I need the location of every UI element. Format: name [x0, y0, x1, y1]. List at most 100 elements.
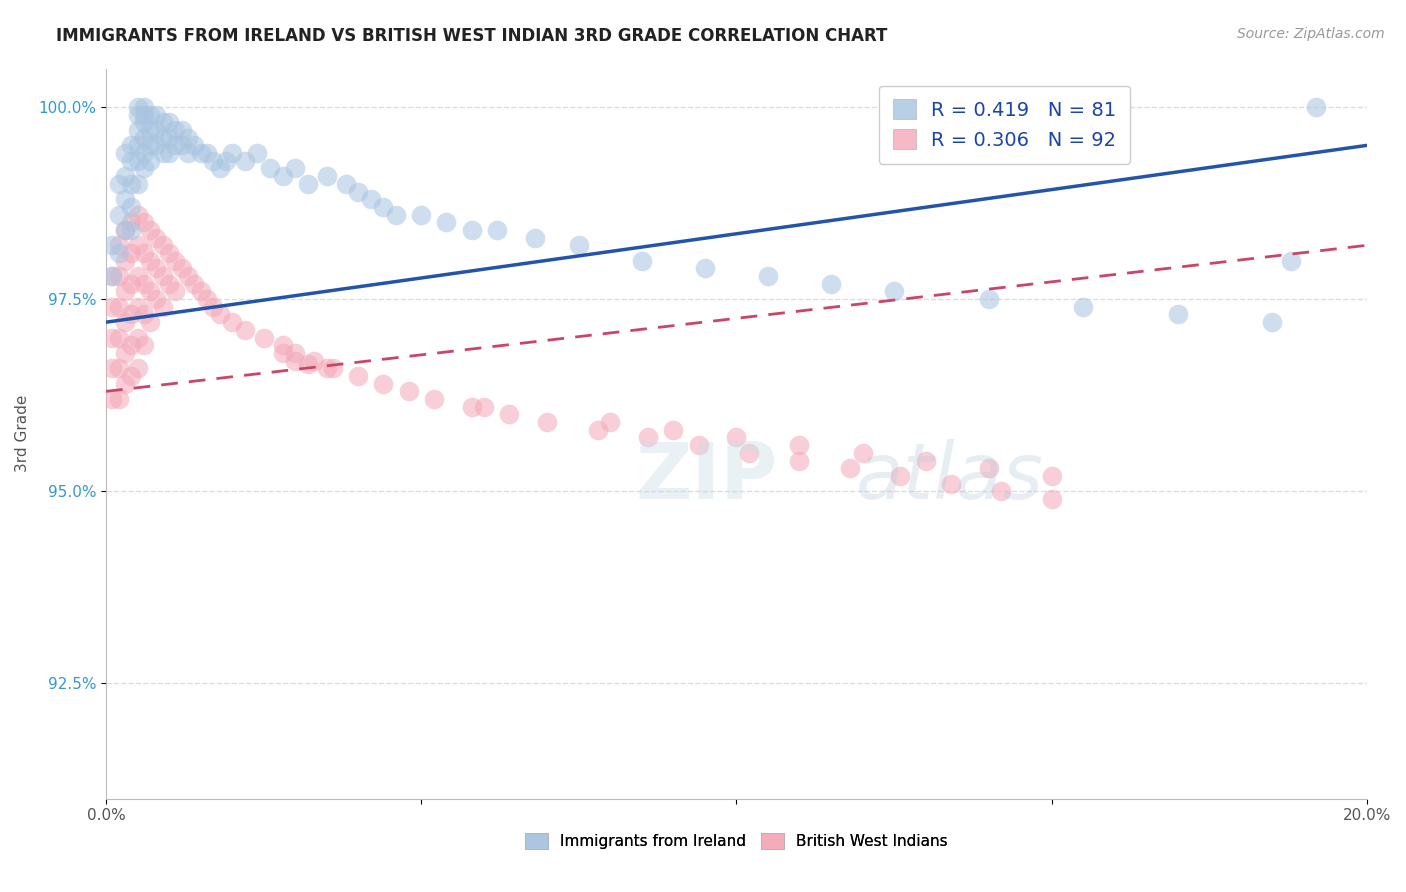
Point: [132, 100, 155, 114]
Point: [693, 261, 716, 276]
Point: [195, 292, 218, 306]
Point: [990, 484, 1012, 499]
Point: [253, 330, 276, 344]
Point: [637, 430, 659, 444]
Point: [190, 146, 212, 161]
Point: [889, 469, 911, 483]
Point: [127, 138, 149, 153]
Point: [127, 108, 149, 122]
Point: [120, 177, 142, 191]
Point: [221, 146, 243, 161]
Point: [1071, 300, 1094, 314]
Point: [152, 268, 174, 283]
Point: [586, 423, 609, 437]
Point: [165, 138, 187, 153]
Point: [132, 115, 155, 129]
Point: [170, 261, 193, 276]
Point: [145, 138, 167, 153]
Point: [145, 108, 167, 122]
Point: [190, 285, 212, 299]
Point: [460, 400, 482, 414]
Point: [114, 169, 136, 183]
Point: [177, 268, 200, 283]
Point: [127, 177, 149, 191]
Point: [114, 146, 136, 161]
Point: [498, 408, 520, 422]
Point: [233, 323, 256, 337]
Point: [297, 177, 319, 191]
Point: [284, 353, 307, 368]
Point: [139, 153, 162, 168]
Point: [472, 400, 495, 414]
Point: [120, 246, 142, 260]
Point: [536, 415, 558, 429]
Point: [132, 277, 155, 291]
Point: [107, 268, 129, 283]
Point: [789, 438, 811, 452]
Point: [411, 208, 433, 222]
Point: [460, 223, 482, 237]
Point: [152, 300, 174, 314]
Point: [139, 315, 162, 329]
Point: [132, 338, 155, 352]
Point: [145, 230, 167, 244]
Point: [883, 285, 905, 299]
Point: [101, 361, 124, 376]
Point: [145, 261, 167, 276]
Point: [114, 223, 136, 237]
Point: [157, 130, 180, 145]
Point: [977, 292, 1000, 306]
Point: [662, 423, 685, 437]
Point: [120, 338, 142, 352]
Point: [120, 153, 142, 168]
Point: [101, 392, 124, 406]
Y-axis label: 3rd Grade: 3rd Grade: [15, 395, 30, 473]
Point: [271, 169, 294, 183]
Point: [1305, 100, 1327, 114]
Point: [322, 361, 344, 376]
Point: [132, 146, 155, 161]
Point: [360, 192, 382, 206]
Legend: Immigrants from Ireland, British West Indians: Immigrants from Ireland, British West In…: [517, 826, 956, 857]
Point: [120, 308, 142, 322]
Text: atlas: atlas: [856, 440, 1045, 516]
Point: [157, 115, 180, 129]
Point: [107, 177, 129, 191]
Point: [107, 246, 129, 260]
Point: [568, 238, 591, 252]
Point: [259, 161, 281, 176]
Point: [114, 253, 136, 268]
Point: [157, 146, 180, 161]
Point: [170, 138, 193, 153]
Point: [145, 123, 167, 137]
Point: [271, 338, 294, 352]
Point: [177, 130, 200, 145]
Point: [738, 446, 761, 460]
Point: [120, 138, 142, 153]
Point: [302, 353, 325, 368]
Point: [1040, 491, 1063, 506]
Point: [914, 453, 936, 467]
Point: [127, 361, 149, 376]
Point: [114, 346, 136, 360]
Point: [335, 177, 357, 191]
Point: [101, 300, 124, 314]
Point: [132, 108, 155, 122]
Point: [398, 384, 420, 399]
Point: [139, 138, 162, 153]
Point: [152, 146, 174, 161]
Point: [101, 268, 124, 283]
Point: [139, 223, 162, 237]
Point: [215, 153, 238, 168]
Point: [233, 153, 256, 168]
Point: [385, 208, 408, 222]
Point: [820, 277, 842, 291]
Point: [127, 153, 149, 168]
Point: [107, 330, 129, 344]
Point: [101, 268, 124, 283]
Point: [373, 200, 395, 214]
Point: [132, 161, 155, 176]
Point: [120, 223, 142, 237]
Point: [1040, 469, 1063, 483]
Point: [347, 369, 370, 384]
